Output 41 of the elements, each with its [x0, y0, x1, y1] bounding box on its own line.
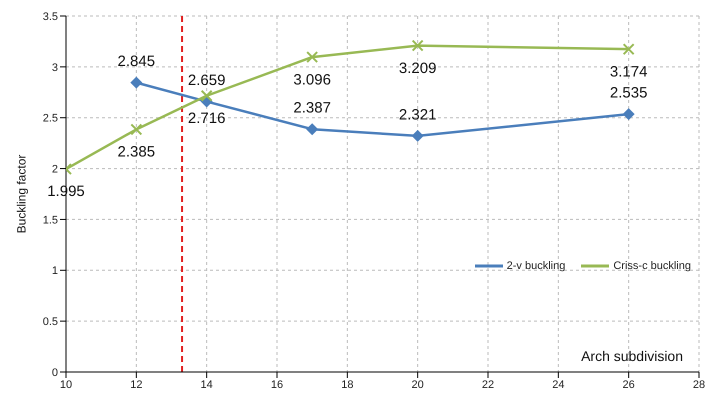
data-label: 2.845	[118, 53, 156, 70]
y-tick-label: 2	[52, 163, 58, 176]
y-tick-label: 2.5	[42, 112, 58, 125]
y-tick-label: 1	[52, 265, 58, 278]
data-label: 2.535	[610, 84, 648, 102]
y-axis-title: Buckling factor	[14, 154, 28, 234]
x-tick-label: 16	[270, 378, 284, 391]
data-label: 2.385	[118, 144, 156, 161]
x-tick-label: 26	[622, 378, 635, 391]
legend-label: Criss-c buckling	[613, 260, 691, 272]
x-tick-label: 22	[482, 378, 494, 391]
x-axis-title: Arch subdivision	[581, 348, 683, 364]
point	[622, 43, 635, 56]
y-tick-label: 1.5	[42, 214, 58, 226]
data-label: 3.174	[610, 63, 648, 80]
data-label: 2.659	[188, 72, 226, 90]
point	[200, 90, 213, 102]
data-label: 2.321	[398, 106, 436, 124]
point	[306, 123, 318, 136]
x-tick-label: 28	[692, 378, 706, 391]
x-tick-label: 24	[552, 378, 564, 391]
x-tick-label: 12	[130, 378, 142, 391]
data-label: 2.716	[188, 110, 226, 127]
x-tick-label: 14	[200, 378, 213, 391]
x-tick-label: 18	[341, 378, 354, 391]
data-label: 2.387	[293, 100, 331, 117]
x-tick-label: 10	[60, 378, 72, 391]
data-label: 3.209	[398, 60, 436, 77]
y-tick-label: 3.5	[42, 10, 58, 23]
point	[130, 76, 142, 89]
data-label: 3.096	[293, 71, 331, 88]
legend-label: 2-v buckling	[506, 260, 566, 272]
point	[306, 51, 318, 64]
point	[412, 130, 424, 142]
x-tick-label: 20	[412, 378, 424, 391]
y-tick-label: 0.5	[42, 316, 58, 328]
y-tick-label: 3	[52, 62, 58, 74]
y-tick-label: 0	[52, 366, 58, 379]
point	[622, 108, 635, 120]
point	[412, 40, 424, 52]
point	[130, 123, 142, 136]
